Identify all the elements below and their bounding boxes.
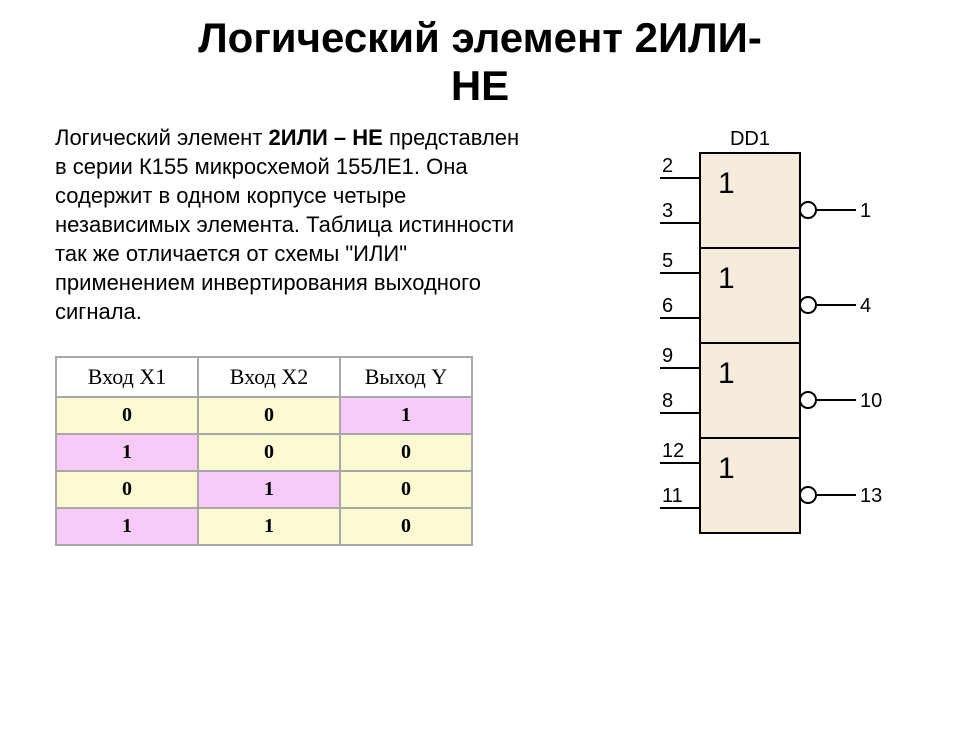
title-line2: НЕ: [451, 62, 509, 109]
diagram-column: DD112311564198101121113: [525, 123, 905, 546]
svg-text:1: 1: [860, 200, 871, 222]
title-line1: Логический элемент 2ИЛИ-: [198, 14, 762, 61]
table-row: 100: [57, 435, 471, 470]
svg-text:6: 6: [662, 295, 673, 317]
table-header: Выход Y: [341, 358, 471, 396]
svg-text:3: 3: [662, 200, 673, 222]
svg-text:5: 5: [662, 250, 673, 272]
svg-text:8: 8: [662, 390, 673, 412]
svg-text:12: 12: [662, 440, 684, 462]
page-title: Логический элемент 2ИЛИ- НЕ: [0, 14, 960, 111]
svg-text:DD1: DD1: [730, 128, 770, 150]
svg-text:11: 11: [662, 485, 683, 507]
svg-text:13: 13: [860, 485, 882, 507]
svg-text:1: 1: [718, 357, 735, 390]
table-header: Вход X2: [199, 358, 339, 396]
truth-table: Вход X1Вход X2Выход Y001100010110: [55, 356, 473, 546]
chip-diagram: DD112311564198101121113: [620, 123, 900, 543]
content-row: Логический элемент 2ИЛИ – НЕ представлен…: [0, 123, 960, 546]
svg-text:10: 10: [860, 390, 882, 412]
table-row: 010: [57, 472, 471, 507]
svg-text:1: 1: [718, 452, 735, 485]
svg-text:1: 1: [718, 167, 735, 200]
description-paragraph: Логический элемент 2ИЛИ – НЕ представлен…: [55, 123, 525, 326]
svg-text:2: 2: [662, 155, 673, 177]
table-row: 110: [57, 509, 471, 544]
left-column: Логический элемент 2ИЛИ – НЕ представлен…: [55, 123, 525, 546]
svg-text:9: 9: [662, 345, 673, 367]
svg-text:1: 1: [718, 262, 735, 295]
table-row: 001: [57, 398, 471, 433]
table-header: Вход X1: [57, 358, 197, 396]
svg-text:4: 4: [860, 295, 871, 317]
